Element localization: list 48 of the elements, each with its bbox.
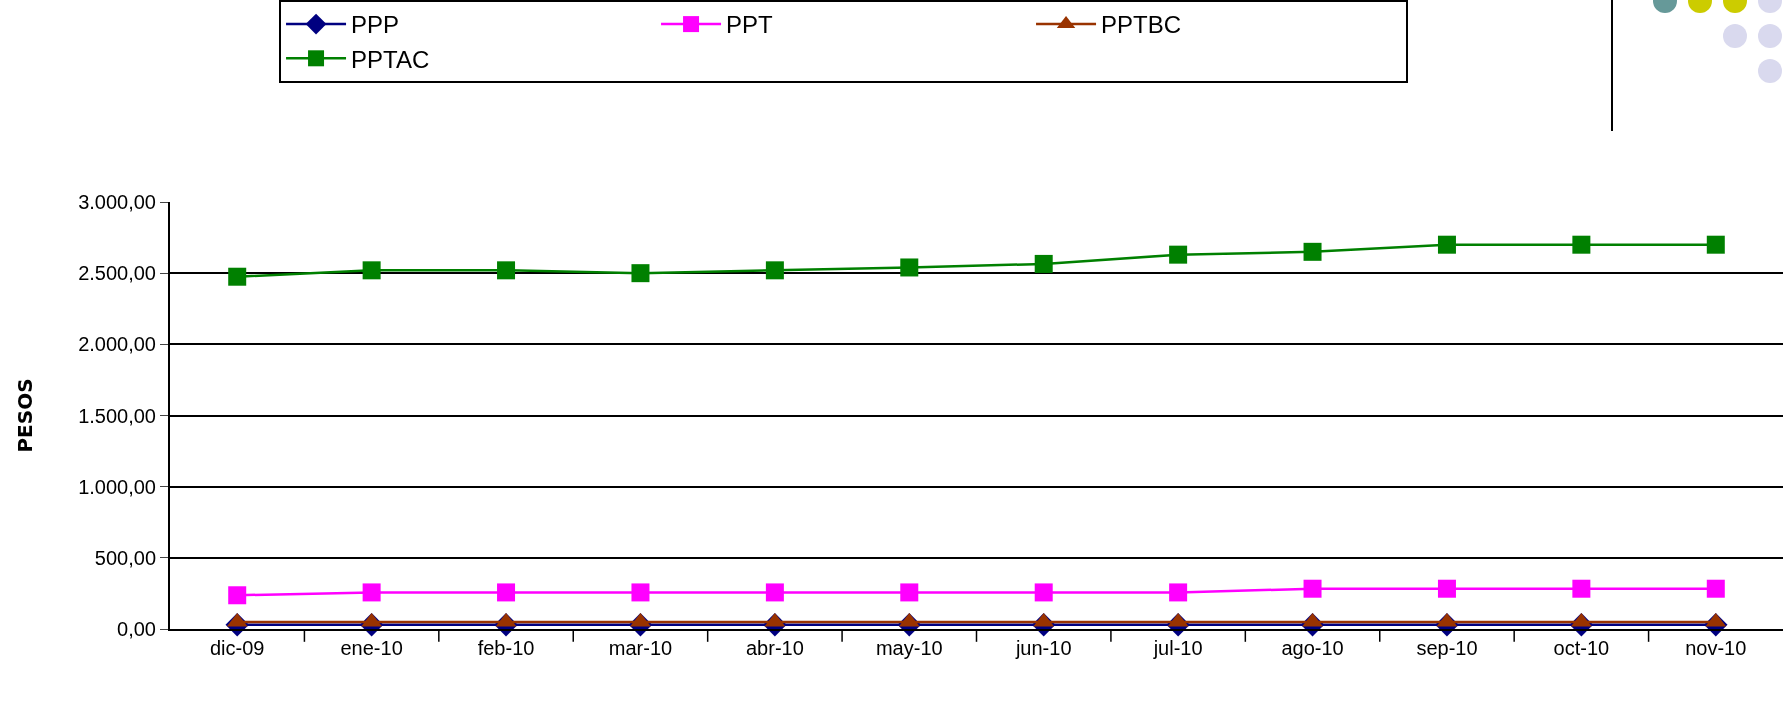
x-tick-label: abr-10 <box>745 637 804 659</box>
x-tick-label: mar-10 <box>608 637 673 659</box>
point <box>765 261 784 280</box>
legend-label: PPTAC <box>351 45 430 73</box>
point <box>1572 235 1591 254</box>
point <box>1303 579 1322 598</box>
y-tick-label: 3.000,00 <box>78 191 156 213</box>
y-tick-label: 2.500,00 <box>78 262 156 285</box>
point <box>900 583 919 602</box>
point <box>1303 242 1322 261</box>
point <box>1169 583 1188 602</box>
point <box>1034 583 1053 602</box>
point <box>362 261 381 280</box>
point <box>631 583 650 602</box>
point <box>900 258 919 277</box>
x-tick-label: dic-09 <box>209 637 265 659</box>
y-tick-label: 500,00 <box>94 546 156 569</box>
point <box>1437 579 1456 598</box>
point <box>1437 235 1456 254</box>
x-tick-label: ene-10 <box>340 637 403 659</box>
x-tick-label: may-10 <box>875 637 943 659</box>
point <box>228 586 247 605</box>
x-tick-label: jun-10 <box>1014 637 1072 659</box>
point <box>497 583 516 602</box>
point <box>362 583 381 602</box>
x-tick-label: feb-10 <box>477 637 535 659</box>
x-tick-label: ago-10 <box>1281 637 1344 659</box>
point <box>765 583 784 602</box>
y-tick-label: 1.000,00 <box>78 475 156 498</box>
point <box>1034 254 1053 273</box>
y-tick-label: 2.000,00 <box>78 333 156 356</box>
legend-label: PPT <box>726 11 774 39</box>
point <box>631 264 650 283</box>
point <box>228 267 247 286</box>
point <box>1706 235 1725 254</box>
point <box>1572 579 1591 598</box>
legend-label: PPTBC <box>1101 11 1182 39</box>
point <box>1169 245 1188 264</box>
y-tick-label: 1.500,00 <box>78 404 156 427</box>
x-tick-label: sep-10 <box>1416 637 1478 659</box>
y-axis-title: PESOS <box>13 378 38 453</box>
point <box>1706 579 1725 598</box>
x-tick-label: jul-10 <box>1152 637 1203 659</box>
y-tick-label: 0,00 <box>117 618 156 640</box>
legend-label: PPP <box>351 11 400 39</box>
point <box>497 261 516 280</box>
x-tick-label: oct-10 <box>1553 637 1610 659</box>
x-tick-label: nov-10 <box>1685 637 1747 659</box>
